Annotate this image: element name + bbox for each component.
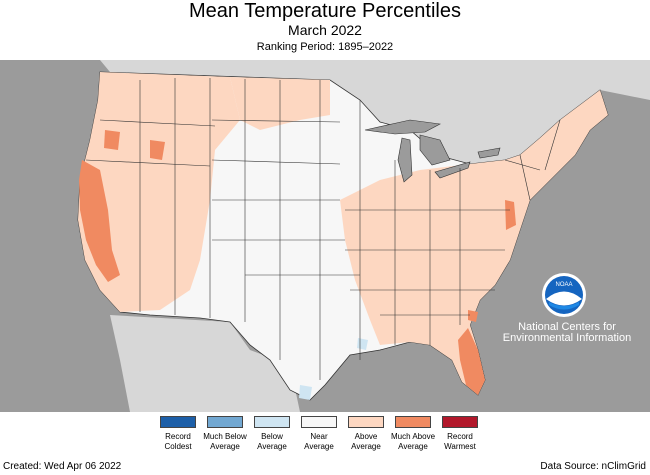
legend-label: Above Average (351, 432, 381, 451)
state-borders (85, 78, 561, 380)
noaa-logo-icon: NOAA (542, 273, 586, 317)
lake-superior (364, 119, 441, 135)
legend-swatch (395, 416, 431, 428)
california-much-above (79, 160, 120, 282)
legend-swatch (301, 416, 337, 428)
legend-label: Below Average (257, 432, 287, 451)
legend-item: Above Average (343, 416, 389, 452)
lake-michigan (397, 137, 413, 183)
legend-label: Record Coldest (164, 432, 192, 451)
legend-item: Near Average (296, 416, 342, 452)
legend-swatch (254, 416, 290, 428)
legend-label: Near Average (304, 432, 334, 451)
legend-item: Below Average (249, 416, 295, 452)
legend-swatch (160, 416, 196, 428)
legend-label: Much Below Average (203, 432, 247, 451)
ranking-period: Ranking Period: 1895–2022 (256, 41, 394, 53)
legend-item: Record Warmest (437, 416, 483, 452)
southeast-much-above (468, 310, 478, 322)
florida-much-above (458, 328, 485, 395)
lake-ontario (477, 147, 501, 159)
created-date: Created: Wed Apr 06 2022 (3, 461, 122, 472)
mid-atlantic-much-above (505, 200, 516, 230)
svg-text:NOAA: NOAA (555, 282, 572, 288)
map-title: Mean Temperature Percentiles (189, 0, 461, 22)
us-map (60, 60, 650, 412)
map-panel (0, 60, 650, 412)
texas-coast-below (299, 385, 312, 400)
louisiana-below (357, 338, 368, 350)
mexico-land (110, 315, 300, 412)
oregon-much-above-1 (104, 130, 120, 150)
map-subtitle: March 2022 (288, 22, 362, 38)
legend-swatch (348, 416, 384, 428)
legend-swatch (207, 416, 243, 428)
data-source: Data Source: nClimGrid (540, 461, 646, 472)
lake-huron (419, 134, 451, 166)
legend-label: Record Warmest (444, 432, 476, 451)
oregon-much-above-2 (150, 140, 165, 160)
legend-item: Record Coldest (155, 416, 201, 452)
legend-item: Much Above Average (390, 416, 436, 452)
legend-item: Much Below Average (202, 416, 248, 452)
legend: Record Coldest Much Below Average Below Av… (155, 416, 485, 472)
legend-swatch (442, 416, 478, 428)
ncei-label: National Centers for Environmental Infor… (502, 321, 632, 344)
lake-erie (434, 161, 471, 179)
canada-land (60, 60, 650, 164)
legend-label: Much Above Average (390, 432, 436, 451)
region-east-above (340, 90, 608, 395)
